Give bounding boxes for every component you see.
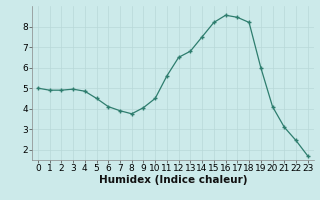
X-axis label: Humidex (Indice chaleur): Humidex (Indice chaleur) [99, 175, 247, 185]
